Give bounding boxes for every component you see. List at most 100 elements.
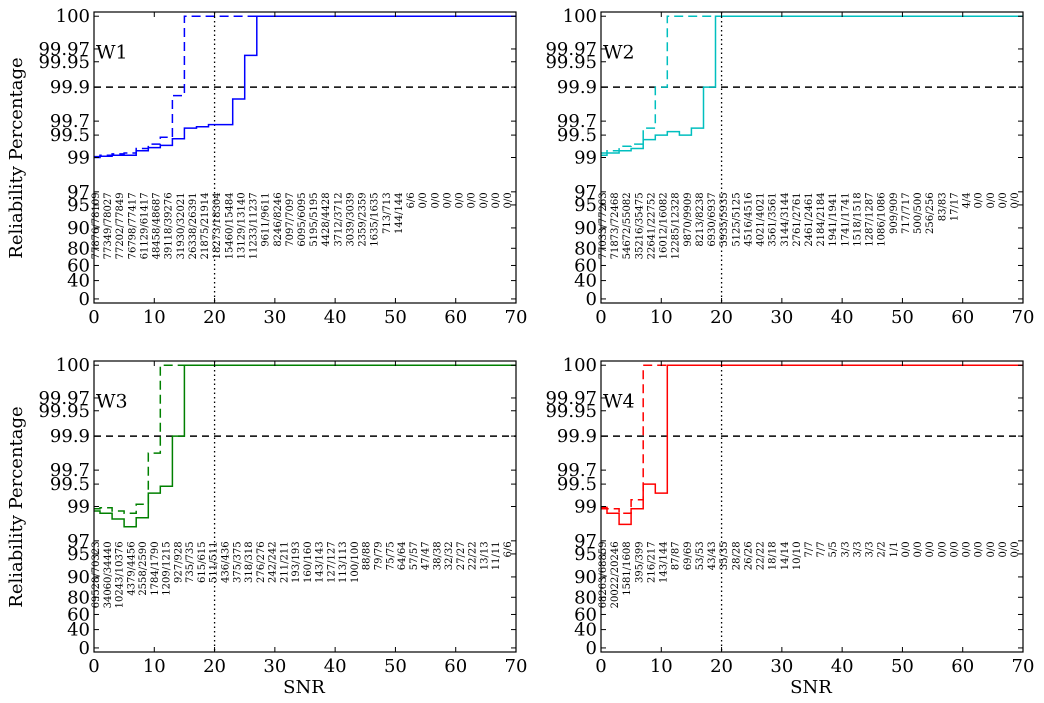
count-label-w1: 6/6 bbox=[406, 192, 417, 208]
y-tick-label-w3: 40 bbox=[67, 620, 90, 641]
y-tick-label-w2: 97 bbox=[574, 182, 597, 203]
y-tick-label-w2: 90 bbox=[574, 218, 597, 239]
count-label-w1: 8246/8246 bbox=[273, 192, 284, 246]
count-label-w1: 61129/61417 bbox=[140, 192, 151, 259]
count-label-w3: 69528/70323 bbox=[91, 541, 102, 608]
count-label-w1: 5195/5195 bbox=[309, 192, 320, 246]
count-label-w3: 160/160 bbox=[303, 541, 314, 583]
count-label-w4: 3/3 bbox=[853, 541, 864, 557]
count-label-w1: 144/144 bbox=[394, 192, 405, 234]
y-tick-label-w1: 80 bbox=[67, 238, 90, 259]
x-tick-label-w4: 40 bbox=[831, 656, 854, 677]
count-label-w2: 2461/2461 bbox=[804, 192, 815, 246]
count-label-w4: 69/69 bbox=[683, 541, 694, 570]
y-tick-label-w3: 95 bbox=[67, 544, 90, 565]
y-tick-label-w2: 99 bbox=[574, 148, 597, 169]
y-tick-label-w3: 99.9 bbox=[50, 426, 90, 447]
y-tick-label-w4: 80 bbox=[574, 587, 597, 608]
y-tick-label-w2: 95 bbox=[574, 195, 597, 216]
x-tick-label-w2: 40 bbox=[831, 307, 854, 328]
chart-panel-w1: W1 77876/78109 77349/78027 77202/77849 76798… bbox=[38, 6, 527, 328]
count-label-w4: 395/399 bbox=[634, 541, 645, 583]
count-label-w4: 14/14 bbox=[780, 541, 791, 570]
count-label-w3: 4379/4456 bbox=[126, 541, 137, 595]
count-label-w2: 4516/4516 bbox=[743, 192, 754, 246]
count-label-w2: 12285/12328 bbox=[671, 192, 682, 259]
count-label-w3: 57/57 bbox=[409, 541, 420, 570]
count-label-w2: 5125/5125 bbox=[731, 192, 742, 246]
count-label-w4: 3/3 bbox=[865, 541, 876, 557]
y-axis-label-bottom: Reliability Percentage bbox=[6, 406, 27, 607]
count-label-w3: 615/615 bbox=[197, 541, 208, 583]
count-label-w4: 35/35 bbox=[719, 541, 730, 570]
count-label-w2: 1287/1287 bbox=[865, 192, 876, 246]
x-tick-label-w4: 0 bbox=[595, 656, 606, 677]
count-label-w1: 4428/4428 bbox=[321, 192, 332, 246]
count-label-w1: 3039/3039 bbox=[346, 192, 357, 246]
count-label-w1: 0/0 bbox=[455, 192, 466, 208]
count-label-w4: 20022/20246 bbox=[610, 541, 621, 608]
count-label-w2: 6930/6937 bbox=[707, 192, 718, 246]
count-label-w3: 318/318 bbox=[244, 541, 255, 583]
series-line-dashed-w3 bbox=[94, 364, 516, 514]
count-label-w1: 11233/11237 bbox=[249, 192, 260, 259]
x-tick-label-w3: 30 bbox=[263, 656, 286, 677]
count-label-w3: 511/511 bbox=[209, 541, 220, 583]
count-label-w1: 77876/78109 bbox=[91, 192, 102, 259]
y-tick-label-w4: 99.9 bbox=[557, 426, 597, 447]
x-tick-label-w3: 40 bbox=[324, 656, 347, 677]
count-label-w2: 1086/1086 bbox=[877, 192, 888, 246]
y-tick-label-w2: 99.97 bbox=[545, 39, 597, 60]
y-tick-label-w4: 95 bbox=[574, 544, 597, 565]
count-label-w2: 0/0 bbox=[1010, 192, 1021, 208]
x-tick-label-w4: 60 bbox=[951, 656, 974, 677]
y-tick-label-w1: 97 bbox=[67, 182, 90, 203]
chart-panel-w2: W2 77033/77263 71873/72468 54672/55082 35216… bbox=[545, 6, 1034, 328]
count-label-w1: 77349/78027 bbox=[103, 192, 114, 259]
y-tick-label-w3: 99.7 bbox=[50, 460, 90, 481]
y-tick-label-w1: 99.7 bbox=[50, 111, 90, 132]
count-label-w4: 5/5 bbox=[828, 541, 839, 557]
count-label-w1: 31930/32021 bbox=[176, 192, 187, 259]
count-label-w3: 38/38 bbox=[432, 541, 443, 570]
count-label-w4: 0/0 bbox=[998, 541, 1009, 557]
count-label-w4: 43/43 bbox=[707, 541, 718, 570]
count-label-w4: 0/0 bbox=[913, 541, 924, 557]
y-axis-label-top: Reliability Percentage bbox=[6, 57, 27, 258]
count-label-w2: 0/0 bbox=[998, 192, 1009, 208]
y-tick-label-w1: 40 bbox=[67, 271, 90, 292]
count-label-w3: 127/127 bbox=[326, 541, 337, 583]
y-tick-label-w3: 99 bbox=[67, 497, 90, 518]
count-label-w1: 21875/21914 bbox=[200, 192, 211, 259]
count-label-w3: 276/276 bbox=[256, 541, 267, 583]
count-label-w2: 717/717 bbox=[901, 192, 912, 234]
count-label-w2: 2184/2184 bbox=[816, 192, 827, 246]
y-tick-label-w4: 99.95 bbox=[545, 401, 597, 422]
series-line-solid-w3 bbox=[94, 364, 516, 528]
y-tick-label-w2: 99.7 bbox=[557, 111, 597, 132]
count-label-w4: 10/10 bbox=[792, 541, 803, 570]
count-label-w2: 77033/77263 bbox=[598, 192, 609, 259]
count-label-w2: 0/0 bbox=[986, 192, 997, 208]
count-label-w2: 4021/4021 bbox=[756, 192, 767, 246]
x-tick-label-w1: 0 bbox=[88, 307, 99, 328]
count-label-w4: 28/28 bbox=[731, 541, 742, 570]
count-label-w3: 32/32 bbox=[444, 541, 455, 570]
y-tick-label-w3: 80 bbox=[67, 587, 90, 608]
x-tick-label-w4: 10 bbox=[650, 656, 673, 677]
y-tick-label-w2: 40 bbox=[574, 271, 597, 292]
count-label-w2: 256/256 bbox=[925, 192, 936, 234]
y-tick-label-w2: 99.5 bbox=[557, 125, 597, 146]
count-label-w3: 2558/2590 bbox=[138, 541, 149, 595]
x-tick-label-w3: 20 bbox=[203, 656, 226, 677]
x-tick-label-w2: 10 bbox=[650, 307, 673, 328]
count-label-w1: 0/0 bbox=[418, 192, 429, 208]
count-label-w2: 500/500 bbox=[913, 192, 924, 234]
x-tick-label-w2: 0 bbox=[595, 307, 606, 328]
count-label-w3: 34060/34440 bbox=[103, 541, 114, 608]
x-axis-label-left: SNR bbox=[283, 677, 325, 698]
y-tick-label-w3: 97 bbox=[67, 531, 90, 552]
x-tick-label-w3: 50 bbox=[384, 656, 407, 677]
y-tick-label-w3: 0 bbox=[79, 638, 90, 659]
